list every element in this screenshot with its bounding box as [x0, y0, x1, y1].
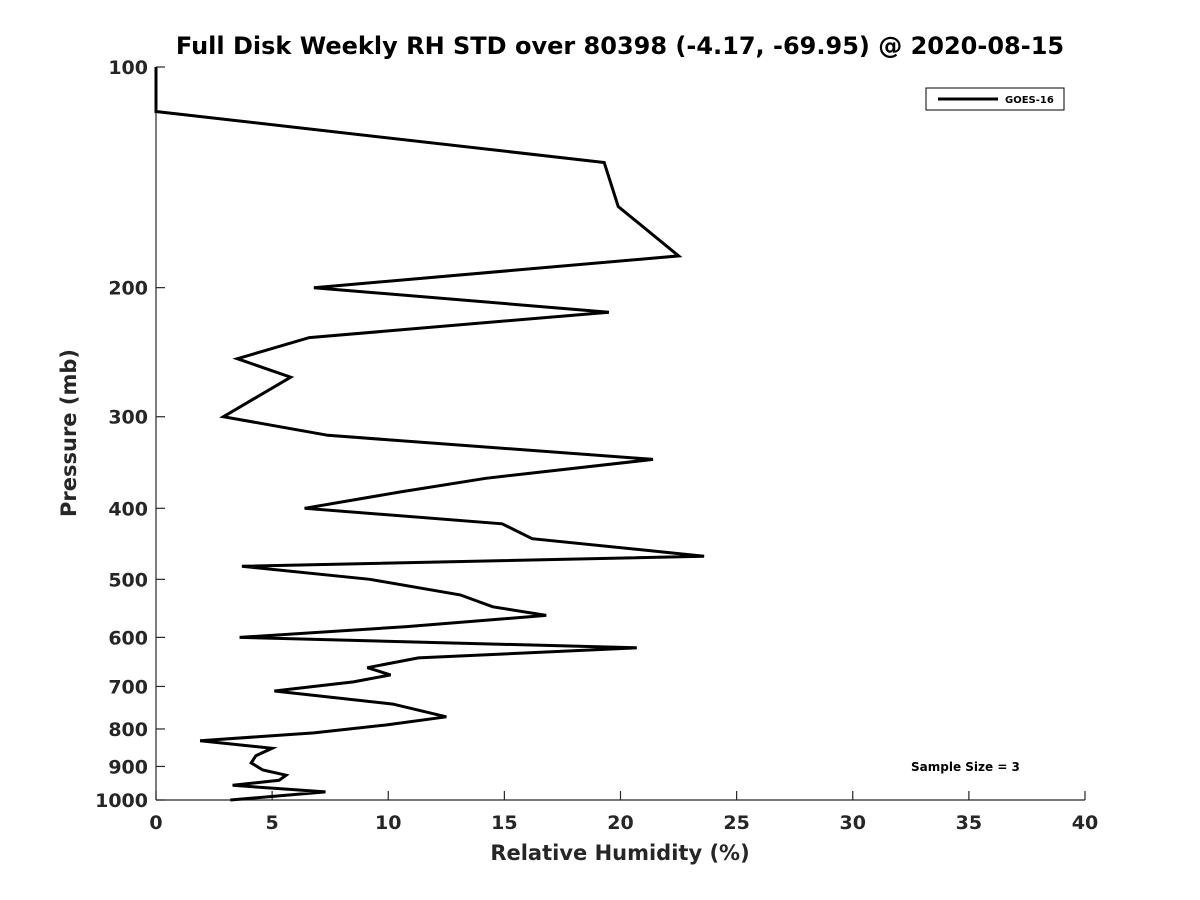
series-line-goes-16 [154, 67, 705, 802]
x-tick-label: 30 [840, 812, 866, 834]
y-tick-label: 1000 [95, 790, 148, 812]
legend: GOES-16 [925, 87, 1065, 111]
sample-size-note: Sample Size = 3 [911, 760, 1020, 774]
x-tick-label: 5 [266, 812, 279, 834]
y-tick-label: 600 [108, 627, 148, 649]
y-tick-label: 400 [108, 498, 148, 520]
x-tick-label: 35 [956, 812, 982, 834]
series-layer [154, 67, 705, 802]
y-tick-label: 800 [108, 719, 148, 741]
x-tick-label: 20 [607, 812, 633, 834]
y-tick-label: 700 [108, 676, 148, 698]
y-tick-label: 200 [108, 278, 148, 300]
y-tick-label: 500 [108, 569, 148, 591]
x-tick-label: 40 [1072, 812, 1098, 834]
y-axis-label: Pressure (mb) [57, 349, 81, 517]
y-tick-label: 900 [108, 756, 148, 778]
x-axis: 0 5 10 15 20 25 30 35 40 [149, 791, 1098, 834]
x-tick-label: 15 [491, 812, 517, 834]
x-axis-label: Relative Humidity (%) [490, 841, 749, 865]
y-tick-label: 100 [108, 57, 148, 79]
y-axis: 100 200 300 400 500 600 700 800 900 1000 [95, 57, 165, 812]
legend-label: GOES-16 [1005, 95, 1054, 106]
chart-title: Full Disk Weekly RH STD over 80398 (-4.1… [176, 32, 1064, 60]
x-tick-label: 10 [375, 812, 401, 834]
x-tick-label: 25 [723, 812, 749, 834]
x-tick-label: 0 [149, 812, 162, 834]
y-tick-label: 300 [108, 407, 148, 429]
